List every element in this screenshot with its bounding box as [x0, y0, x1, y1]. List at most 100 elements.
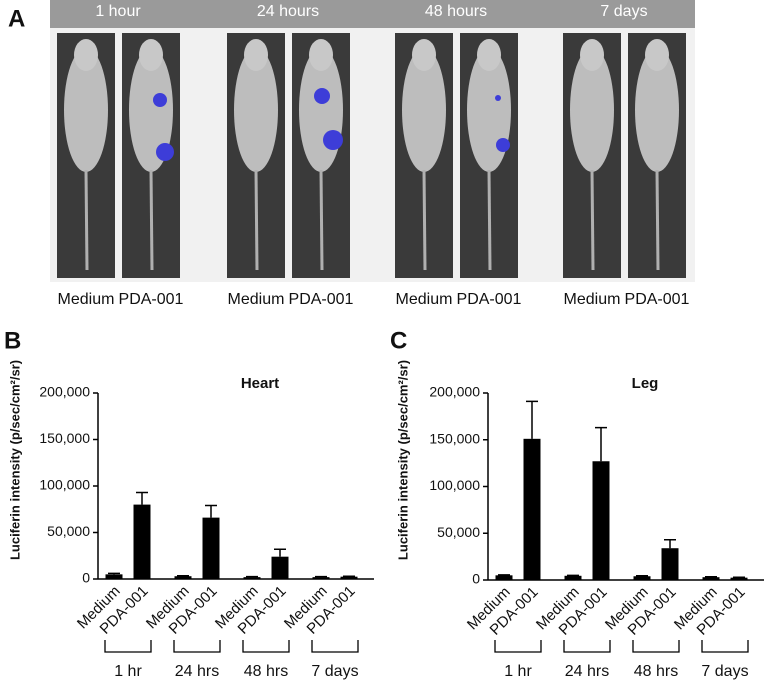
panel-letter: B [4, 327, 21, 354]
bar [340, 576, 358, 579]
image-label: PDA-001 [457, 291, 522, 308]
group-label: 1 hr [114, 663, 142, 680]
group-bracket [632, 640, 680, 653]
mouse-body [635, 48, 679, 172]
mouse-body [234, 48, 278, 172]
y-tick-label: 100,000 [429, 477, 480, 493]
signal-spot [323, 130, 343, 150]
y-axis-title: Luciferin intensity (p/sec/cm²/sr) [395, 360, 410, 560]
group-bracket [242, 640, 290, 653]
bar [523, 438, 541, 580]
y-tick-label: 150,000 [429, 430, 480, 446]
mouse-head [645, 39, 669, 71]
y-tick-label: 50,000 [47, 523, 90, 539]
error-bar [205, 504, 217, 518]
mouse-tail [487, 169, 492, 271]
mouse-tail [422, 169, 427, 271]
image-label: Medium [564, 291, 621, 308]
y-axis-title: Luciferin intensity (p/sec/cm²/sr) [7, 360, 22, 560]
mouse-head [244, 39, 268, 71]
bar [495, 575, 513, 580]
image-label: Medium [58, 291, 115, 308]
mouse-body [570, 48, 614, 172]
timepoint-label: 24 hours [257, 3, 319, 20]
bar [105, 574, 123, 579]
group-label: 24 hrs [175, 663, 219, 680]
group-label: 48 hrs [244, 663, 288, 680]
y-tick-label: 200,000 [39, 384, 90, 400]
group-bracket [173, 640, 221, 653]
group-bracket [563, 640, 611, 653]
error-bar [526, 400, 538, 439]
group-label: 7 days [311, 663, 358, 680]
mouse-tail [84, 169, 89, 271]
y-tick-label: 200,000 [429, 384, 480, 400]
group-bracket [701, 640, 749, 653]
y-tick-label: 0 [472, 571, 480, 587]
image-header-bg [50, 0, 695, 28]
image-label: PDA-001 [119, 291, 184, 308]
mouse-head [477, 39, 501, 71]
group-label: 24 hrs [565, 663, 609, 680]
signal-spot [495, 95, 501, 101]
bar [564, 575, 582, 580]
mouse-body [402, 48, 446, 172]
error-bar [274, 548, 286, 557]
bar [730, 577, 748, 580]
bar [312, 577, 330, 579]
error-bar [664, 539, 676, 549]
mouse-body [64, 48, 108, 172]
panel-letter: A [8, 5, 25, 32]
y-tick-label: 100,000 [39, 477, 90, 493]
signal-spot [153, 93, 167, 107]
mouse-head [139, 39, 163, 71]
error-bar [595, 426, 607, 462]
timepoint-label: 1 hour [95, 3, 141, 20]
group-label: 1 hr [504, 663, 532, 680]
bar [243, 577, 261, 579]
chart-title: Leg [632, 375, 659, 392]
bar [702, 577, 720, 580]
group-bracket [104, 640, 152, 653]
timepoint-label: 48 hours [425, 3, 487, 20]
y-tick-label: 0 [82, 570, 90, 586]
bar [202, 517, 220, 579]
mouse-tail [655, 169, 660, 271]
signal-spot [314, 88, 330, 104]
charts: B Heart Luciferin intensity (p/sec/cm²/sr)… [4, 327, 764, 680]
bar [592, 461, 610, 580]
bar [174, 576, 192, 579]
group-label: 7 days [701, 663, 748, 680]
image-label: Medium [228, 291, 285, 308]
chart-title: Heart [241, 375, 279, 392]
signal-spot [496, 138, 510, 152]
bar [633, 576, 651, 580]
mouse-tail [149, 169, 154, 271]
timepoint-label: 7 days [600, 3, 647, 20]
group-bracket [494, 640, 542, 653]
bar [271, 556, 289, 579]
image-label: PDA-001 [289, 291, 354, 308]
image-label: Medium [396, 291, 453, 308]
y-tick-label: 150,000 [39, 430, 90, 446]
mouse-head [309, 39, 333, 71]
image-label: PDA-001 [625, 291, 690, 308]
group-bracket [311, 640, 359, 653]
group-label: 48 hrs [634, 663, 678, 680]
error-bar [108, 572, 120, 575]
mouse-head [412, 39, 436, 71]
error-bar [136, 491, 148, 505]
bar [661, 548, 679, 580]
mouse-tail [254, 169, 259, 271]
mouse-body [129, 48, 173, 172]
signal-spot [156, 143, 174, 161]
mouse-head [580, 39, 604, 71]
mouse-tail [590, 169, 595, 271]
bar [133, 504, 151, 579]
panel-letter: C [390, 327, 407, 354]
mouse-head [74, 39, 98, 71]
y-tick-label: 50,000 [437, 524, 480, 540]
mouse-tail [319, 169, 324, 271]
